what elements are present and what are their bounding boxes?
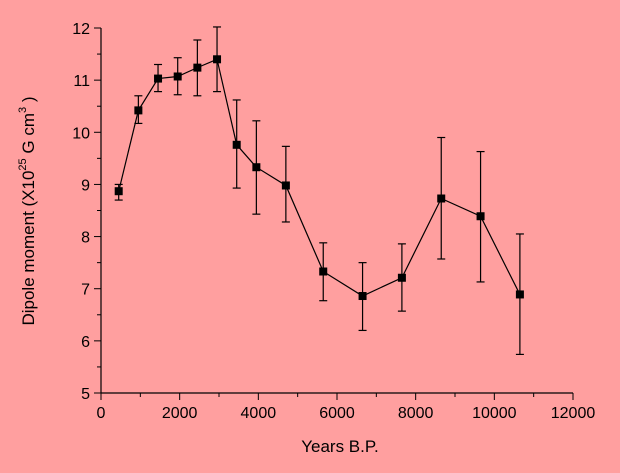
x-tick-label: 12000 <box>551 405 596 422</box>
data-point <box>437 194 446 203</box>
y-axis-title-prefix: Dipole moment (X10 <box>19 171 38 326</box>
data-point <box>173 72 182 81</box>
axes <box>94 27 574 400</box>
data-point <box>281 181 290 190</box>
y-tick-label: 6 <box>81 334 90 351</box>
data-point <box>193 63 202 72</box>
x-tick-label: 0 <box>97 405 106 422</box>
data-point <box>213 55 222 64</box>
data-markers <box>114 55 524 301</box>
y-tick-label: 5 <box>81 386 90 403</box>
data-point <box>515 290 524 299</box>
y-tick-label: 7 <box>81 282 90 299</box>
data-point <box>252 163 261 172</box>
y-axis-title-exp2: 3 <box>17 107 29 113</box>
data-point <box>476 212 485 221</box>
y-tick-label: 11 <box>73 73 90 90</box>
data-point <box>319 267 328 276</box>
data-point <box>397 273 406 282</box>
x-tick-label: 8000 <box>398 405 434 422</box>
x-tick-label: 6000 <box>319 405 355 422</box>
x-tick-label: 4000 <box>241 405 277 422</box>
data-point <box>134 106 143 115</box>
y-axis-title-middle: G cm <box>19 113 38 158</box>
data-point <box>114 187 123 196</box>
x-tick-label: 10000 <box>472 405 517 422</box>
y-axis-title-exp1: 25 <box>17 158 29 170</box>
data-point <box>358 292 367 301</box>
y-axis-title-suffix: ) <box>19 96 38 106</box>
x-axis-title: Years B.P. <box>301 437 379 456</box>
data-point <box>232 140 241 149</box>
y-axis-title: Dipole moment (X1025 G cm3 ) <box>17 96 38 325</box>
data-point <box>154 74 163 83</box>
tick-labels: 0 2000 4000 6000 8000 10000 12000 5 6 7 8 9 10 11 12 <box>72 21 595 422</box>
y-tick-label: 8 <box>81 230 90 247</box>
x-tick-label: 2000 <box>162 405 198 422</box>
y-tick-label: 12 <box>72 21 90 38</box>
y-tick-label: 10 <box>72 125 90 142</box>
y-tick-label: 9 <box>81 177 90 194</box>
